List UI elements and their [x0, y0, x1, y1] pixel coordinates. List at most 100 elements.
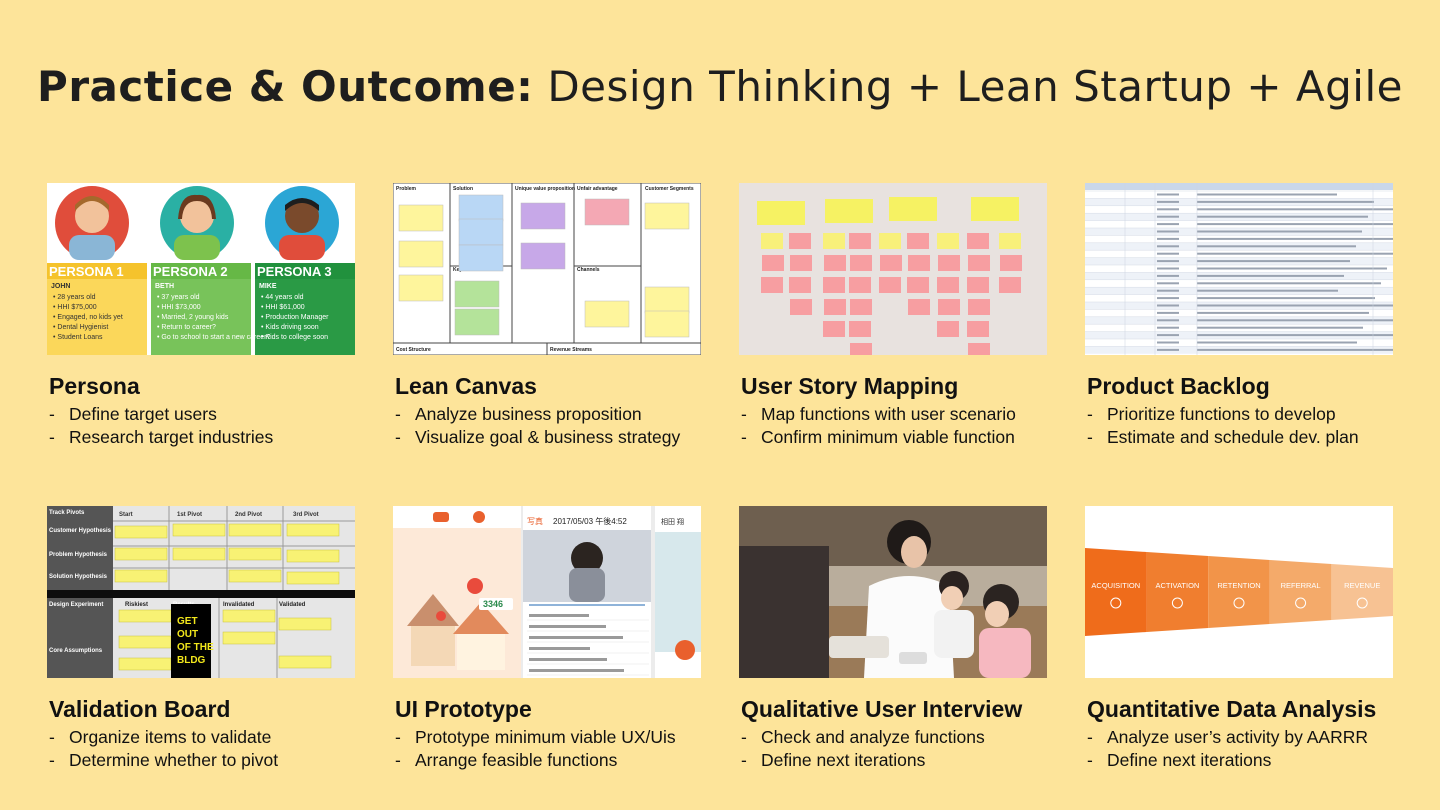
bullet: - Analyze business proposition: [395, 404, 642, 424]
bullet: - Research target industries: [49, 426, 274, 447]
sticky-note: [968, 299, 990, 315]
lean-canvas-section-label: Problem: [396, 186, 417, 192]
ui-prototype-caption: UI Prototype - Prototype minimum viable U…: [395, 696, 725, 771]
validation-col-label: Invalidated: [223, 602, 255, 608]
user-story-caption: User Story Mapping - Map functions with u…: [741, 373, 1071, 448]
bullet: - Visualize goal & business strategy: [395, 426, 681, 447]
sticky-note: [278, 617, 332, 631]
sticky-note: [850, 343, 872, 355]
sticky-note: [118, 657, 172, 671]
ui-prototype-thumbnail: 3346 写真 2017/05/03 午後4:52 相田 翔: [393, 506, 701, 678]
sticky-note: [520, 242, 566, 270]
sticky-note: [644, 286, 690, 314]
funnel-step-label: REVENUE: [1344, 581, 1380, 590]
sticky-note: [114, 525, 168, 539]
sticky-note: [520, 202, 566, 230]
persona-name: MIKE: [259, 283, 277, 290]
slide-title: Practice & Outcome: Design Thinking + Le…: [0, 62, 1440, 111]
funnel-step-icon: [1356, 597, 1368, 609]
lean-canvas-section-label: Cost Structure: [396, 347, 431, 353]
interview-illustration: [739, 506, 1047, 678]
funnel-step: [1208, 556, 1270, 628]
sticky-note: [999, 233, 1021, 249]
sticky-note: [222, 631, 276, 645]
funnel-step-icon: [1295, 597, 1307, 609]
sticky-note: [790, 255, 812, 271]
card-heading: User Story Mapping: [741, 373, 959, 399]
sticky-note: [398, 240, 444, 268]
persona-attribute: • 28 years old: [53, 294, 96, 301]
sticky-note: [114, 569, 168, 583]
bullet: - Organize items to validate: [49, 727, 272, 747]
sticky-note: [938, 255, 960, 271]
funnel-step-icon: [1171, 597, 1183, 609]
card-heading: Persona: [49, 373, 140, 399]
sticky-note: [286, 523, 340, 537]
sticky-note: [967, 233, 989, 249]
sticky-note: [172, 523, 226, 537]
persona-attribute: • Production Manager: [261, 314, 329, 321]
sticky-note: [222, 609, 276, 623]
persona-thumbnail: PERSONA 1 PERSONA 2 PERSONA 3 JOHN • 28 y…: [47, 183, 355, 355]
sticky-note: [907, 277, 929, 293]
funnel-step-icon: [1233, 597, 1245, 609]
sticky-note: [849, 233, 871, 249]
persona-illustration: PERSONA 1 PERSONA 2 PERSONA 3 JOHN • 28 y…: [47, 183, 355, 355]
sticky-note: [908, 255, 930, 271]
persona-name: JOHN: [51, 283, 70, 290]
sticky-note: [880, 255, 902, 271]
validation-col-label: Start: [119, 512, 133, 518]
persona-attribute: • Engaged, no kids yet: [53, 314, 123, 321]
sticky-note: [999, 277, 1021, 293]
persona-attribute: • HHI $61,000: [261, 304, 305, 311]
get-out-of-building-text: OF THE: [177, 642, 214, 653]
sticky-note: [172, 547, 226, 561]
validation-col-label: 2nd Pivot: [235, 512, 262, 518]
sticky-note: [584, 300, 630, 328]
card-heading: Validation Board: [49, 696, 231, 722]
bullet: - Map functions with user scenario: [741, 404, 1016, 424]
backlog-thumbnail: [1085, 183, 1393, 355]
sticky-note: [823, 233, 845, 249]
bullet: - Determine whether to pivot: [49, 749, 279, 770]
persona-attribute: • 37 years old: [157, 294, 200, 301]
persona-attribute: • Kids driving soon: [261, 324, 319, 331]
prototype-counter: 3346: [483, 599, 503, 609]
sticky-note: [849, 277, 871, 293]
sticky-note: [823, 321, 845, 337]
sticky-note: [908, 299, 930, 315]
bullet: - Check and analyze functions: [741, 727, 985, 747]
funnel-step-label: REFERRAL: [1281, 581, 1321, 590]
sticky-note: [849, 321, 871, 337]
funnel-step-icon: [1110, 597, 1122, 609]
validation-row-label: Track Pivots: [49, 510, 85, 516]
lean-canvas-thumbnail: Problem Solution Unique value proposition U…: [393, 183, 701, 355]
card-heading: Lean Canvas: [395, 373, 537, 399]
lean-canvas-section-label: Unique value proposition: [515, 186, 575, 192]
sticky-note: [971, 197, 1019, 221]
prototype-name: 相田 翔: [661, 517, 684, 526]
sticky-note: [761, 277, 783, 293]
sticky-note: [458, 194, 504, 222]
persona-label-2: PERSONA 2: [153, 264, 228, 279]
persona-attribute: • HHI $73,000: [157, 304, 201, 311]
sticky-note: [850, 299, 872, 315]
persona-attribute: • Student Loans: [53, 334, 103, 341]
sticky-note: [790, 299, 812, 315]
card-heading: Product Backlog: [1087, 373, 1270, 399]
persona-attribute: • Go to school to start a new career?: [157, 334, 270, 341]
validation-row-label: Problem Hypothesis: [49, 552, 108, 558]
sticky-note: [644, 202, 690, 230]
card-heading: Qualitative User Interview: [741, 696, 1023, 722]
validation-row-label: Core Assumptions: [49, 648, 103, 654]
validation-col-label: 1st Pivot: [177, 512, 202, 518]
validation-row-label: Design Experiment: [49, 602, 103, 608]
get-out-of-building-text: GET: [177, 616, 198, 627]
validation-row-label: Customer Hypothesis: [49, 528, 112, 534]
sticky-note: [118, 609, 172, 623]
title-regular: Design Thinking + Lean Startup + Agile: [533, 62, 1403, 111]
validation-col-label: Validated: [279, 602, 306, 608]
sticky-note: [454, 308, 500, 336]
funnel-step: [1269, 560, 1332, 624]
ui-prototype-illustration: 3346 写真 2017/05/03 午後4:52 相田 翔: [393, 506, 701, 678]
